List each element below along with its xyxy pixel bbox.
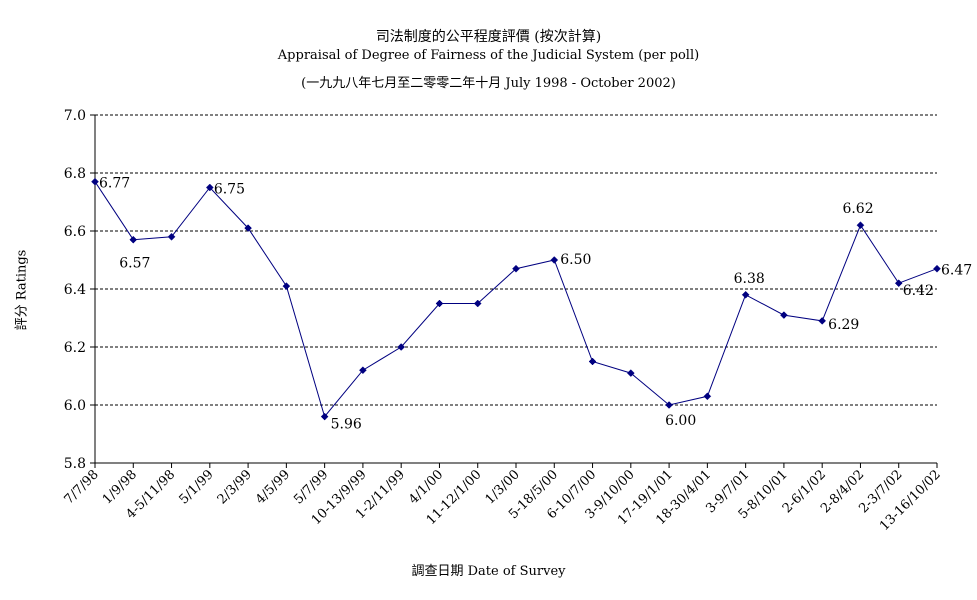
x-tick-label: 4/5/99 <box>253 467 293 507</box>
data-point <box>282 282 291 290</box>
gridlines <box>95 114 937 406</box>
data-point <box>473 299 482 308</box>
x-tick-label: 5/1/99 <box>176 467 216 507</box>
y-tick-label: 7.0 <box>64 108 86 124</box>
data-label: 6.47 <box>941 263 972 279</box>
x-axis-label: 調查日期 Date of Survey <box>411 564 566 579</box>
data-point <box>129 235 138 244</box>
y-tick-label: 6.0 <box>64 398 86 414</box>
data-label: 6.62 <box>842 201 873 217</box>
data-label: 5.96 <box>331 417 362 433</box>
data-point <box>205 183 214 192</box>
y-tick-labels: 5.8 6.0 6.2 6.4 6.6 6.8 7.0 <box>64 108 86 472</box>
data-labels: 6.77 6.57 6.75 5.96 6.50 6.00 6.38 6.29 6.62 6.42… <box>99 176 972 433</box>
data-point <box>856 221 865 230</box>
axes <box>90 114 938 468</box>
y-tick-label: 6.8 <box>64 166 86 182</box>
data-label: 6.38 <box>734 271 765 287</box>
data-point <box>91 177 99 186</box>
y-tick-label: 6.6 <box>64 224 86 240</box>
data-point <box>320 412 329 421</box>
data-point <box>933 264 941 273</box>
data-point <box>626 369 635 377</box>
data-point <box>665 401 673 409</box>
data-label: 6.50 <box>560 252 591 268</box>
data-point <box>818 317 827 325</box>
data-label: 6.42 <box>903 283 934 299</box>
y-axis-label: 評分 Ratings <box>14 249 30 331</box>
x-tick-label: 2/3/99 <box>215 467 255 507</box>
data-label: 6.77 <box>99 176 130 192</box>
data-point <box>397 343 406 351</box>
data-point <box>359 366 367 375</box>
data-label: 6.29 <box>828 317 859 333</box>
data-point <box>703 392 712 401</box>
chart-title: 司法制度的公平程度評價 (按次計算) <box>375 29 602 45</box>
y-tick-label: 5.8 <box>64 456 86 472</box>
data-point <box>244 224 252 232</box>
y-tick-label: 6.4 <box>64 282 86 298</box>
x-tick-labels: 7/7/981/9/984-5/11/985/1/992/3/994/5/995… <box>62 467 944 534</box>
y-tick-label: 6.2 <box>64 340 86 356</box>
data-point <box>780 311 788 319</box>
data-point <box>741 290 750 299</box>
x-tick-label: 7/7/98 <box>62 467 102 507</box>
series-line-path <box>94 181 938 418</box>
data-points <box>91 177 941 421</box>
data-point <box>894 279 903 288</box>
data-point <box>435 299 444 308</box>
series-line <box>94 181 938 418</box>
data-point <box>550 256 559 264</box>
chart-subtitle: Appraisal of Degree of Fairness of the J… <box>277 48 700 63</box>
chart-date-range: (一九九八年七月至二零零二年十月 July 1998 - October 200… <box>301 76 676 91</box>
data-label: 6.75 <box>214 182 245 198</box>
data-point <box>512 264 520 273</box>
data-point <box>167 232 176 241</box>
data-label: 6.57 <box>119 256 150 272</box>
data-label: 6.00 <box>665 413 696 429</box>
data-point <box>588 357 597 366</box>
